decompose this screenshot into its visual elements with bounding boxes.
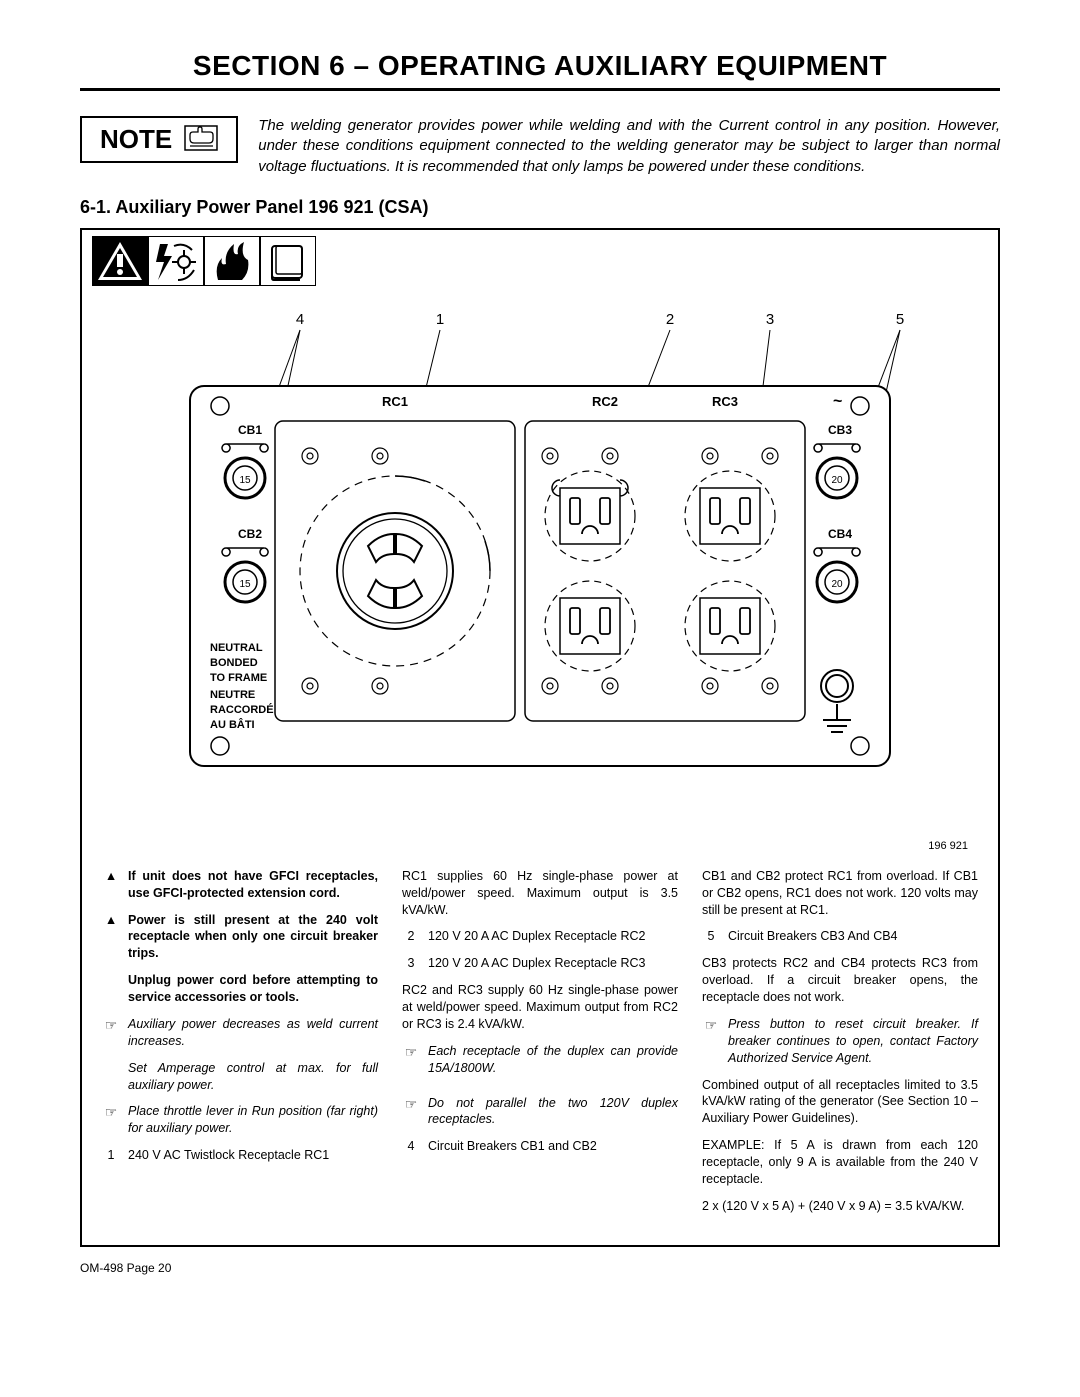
- column-3: CB1 and CB2 protect RC1 from overload. I…: [702, 868, 978, 1225]
- rc1-desc: RC1 supplies 60 Hz single-phase power at…: [402, 868, 678, 919]
- svg-text:NEUTRAL: NEUTRAL: [210, 642, 263, 654]
- svg-text:CB4: CB4: [828, 527, 852, 541]
- svg-text:RC3: RC3: [712, 394, 738, 409]
- fire-hazard-icon: [204, 236, 260, 286]
- callout-3: 3: [766, 311, 774, 328]
- warn-gfci: If unit does not have GFCI receptacles, …: [128, 868, 378, 902]
- warning-triangle-icon: ▲: [102, 868, 120, 902]
- item-cb34: Circuit Breakers CB3 And CB4: [728, 928, 978, 945]
- callout-5: 5: [896, 311, 904, 328]
- cb34-desc: CB3 protects RC2 and CB4 protects RC3 fr…: [702, 955, 978, 1006]
- example-text: EXAMPLE: If 5 A is drawn from each 120 r…: [702, 1137, 978, 1188]
- svg-text:BONDED: BONDED: [210, 657, 258, 669]
- svg-text:RC2: RC2: [592, 394, 618, 409]
- item-rc2: 120 V 20 A AC Duplex Receptacle RC2: [428, 928, 678, 945]
- hand-point-icon: ☞: [402, 1095, 420, 1129]
- warn-unplug: Unplug power cord before attempting to s…: [102, 972, 378, 1006]
- warn-240v: Power is still present at the 240 volt r…: [128, 912, 378, 963]
- hint-aux-power: Auxiliary power decreases as weld curren…: [128, 1016, 378, 1050]
- hint-amperage: Set Amperage control at max. for full au…: [102, 1060, 378, 1094]
- hand-point-icon: ☞: [102, 1103, 120, 1137]
- note-label: NOTE: [100, 124, 172, 155]
- hint-duplex: Each receptacle of the duplex can provid…: [428, 1043, 678, 1077]
- svg-text:20: 20: [831, 579, 843, 590]
- svg-text:CB1: CB1: [238, 423, 262, 437]
- svg-text:~: ~: [833, 393, 842, 410]
- section-title: SECTION 6 – OPERATING AUXILIARY EQUIPMEN…: [80, 50, 1000, 91]
- electric-shock-icon: [148, 236, 204, 286]
- svg-text:15: 15: [239, 579, 251, 590]
- svg-text:RC1: RC1: [382, 394, 408, 409]
- combined-output: Combined output of all receptacles limit…: [702, 1077, 978, 1128]
- hint-reset: Press button to reset circuit breaker. I…: [728, 1016, 978, 1067]
- hand-point-icon: [184, 125, 218, 154]
- note-text: The welding generator provides power whi…: [258, 116, 1000, 177]
- main-frame: 4 1 2 3 5 RC1: [80, 228, 1000, 1247]
- hand-point-icon: ☞: [402, 1043, 420, 1077]
- manual-icon: [260, 236, 316, 286]
- warning-triangle-icon: [92, 236, 148, 286]
- panel-diagram: 4 1 2 3 5 RC1: [130, 306, 950, 826]
- list-number: 5: [702, 928, 720, 945]
- page-footer: OM-498 Page 20: [80, 1261, 1000, 1275]
- svg-text:CB3: CB3: [828, 423, 852, 437]
- callout-4: 4: [296, 311, 304, 328]
- callout-1: 1: [436, 311, 444, 328]
- svg-text:NEUTRE: NEUTRE: [210, 689, 255, 701]
- svg-text:AU BÂTI: AU BÂTI: [210, 718, 255, 731]
- text-columns: ▲If unit does not have GFCI receptacles,…: [82, 860, 998, 1245]
- cb12-desc: CB1 and CB2 protect RC1 from overload. I…: [702, 868, 978, 919]
- warning-triangle-icon: ▲: [102, 912, 120, 963]
- list-number: 1: [102, 1147, 120, 1164]
- hint-noparallel: Do not parallel the two 120V duplex rece…: [428, 1095, 678, 1129]
- item-rc3: 120 V 20 A AC Duplex Receptacle RC3: [428, 955, 678, 972]
- svg-text:20: 20: [831, 475, 843, 486]
- hand-point-icon: ☞: [702, 1016, 720, 1067]
- callout-2: 2: [666, 311, 674, 328]
- svg-text:TO FRAME: TO FRAME: [210, 672, 267, 684]
- svg-text:CB2: CB2: [238, 527, 262, 541]
- svg-text:15: 15: [239, 475, 251, 486]
- list-number: 2: [402, 928, 420, 945]
- list-number: 3: [402, 955, 420, 972]
- item-rc1: 240 V AC Twistlock Receptacle RC1: [128, 1147, 378, 1164]
- note-box: NOTE: [80, 116, 238, 163]
- diagram-wrap: 4 1 2 3 5 RC1: [82, 286, 998, 836]
- column-2: RC1 supplies 60 Hz single-phase power at…: [402, 868, 678, 1225]
- example-calc: 2 x (120 V x 5 A) + (240 V x 9 A) = 3.5 …: [702, 1198, 978, 1215]
- item-cb12: Circuit Breakers CB1 and CB2: [428, 1138, 678, 1155]
- column-1: ▲If unit does not have GFCI receptacles,…: [102, 868, 378, 1225]
- hazard-icons-row: [82, 230, 998, 286]
- hand-point-icon: ☞: [102, 1016, 120, 1050]
- subsection-heading: 6-1. Auxiliary Power Panel 196 921 (CSA): [80, 197, 1000, 218]
- figure-number: 196 921: [82, 836, 998, 860]
- hint-throttle: Place throttle lever in Run position (fa…: [128, 1103, 378, 1137]
- rc23-desc: RC2 and RC3 supply 60 Hz single-phase po…: [402, 982, 678, 1033]
- list-number: 4: [402, 1138, 420, 1155]
- svg-text:RACCORDÉ: RACCORDÉ: [210, 703, 274, 716]
- note-row: NOTE The welding generator provides powe…: [80, 116, 1000, 177]
